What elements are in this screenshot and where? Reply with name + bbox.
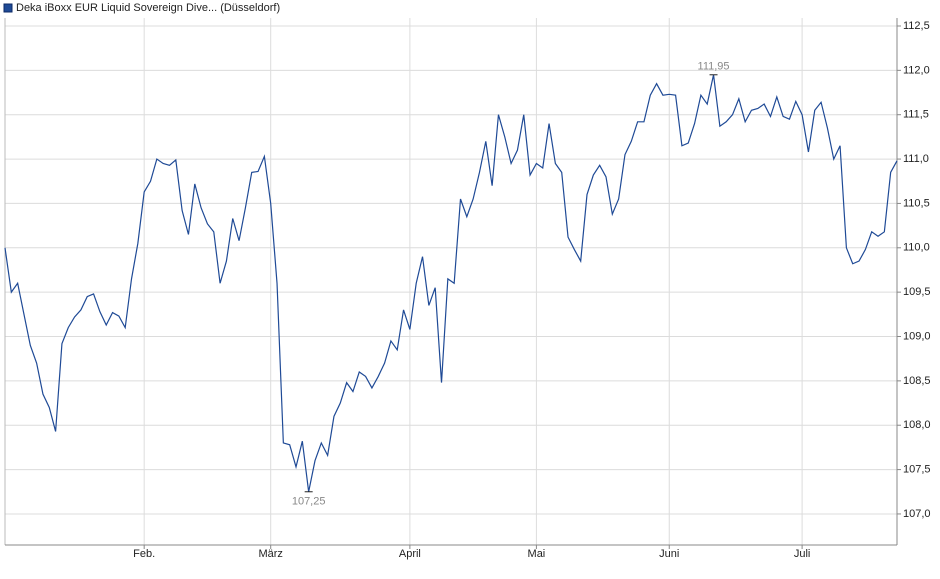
- y-tick-label: 110,5: [903, 197, 930, 209]
- x-tick-label: Mai: [528, 548, 546, 560]
- x-tick-label: Juni: [659, 548, 679, 560]
- value-label: 111,95: [698, 61, 730, 73]
- legend-label: Deka iBoxx EUR Liquid Sovereign Dive... …: [16, 2, 280, 14]
- y-tick-label: 112,0: [903, 64, 930, 76]
- x-tick-label: April: [399, 548, 421, 560]
- y-tick-label: 107,0: [903, 508, 931, 520]
- y-tick-label: 109,5: [903, 286, 931, 298]
- y-tick-label: 110,0: [903, 242, 930, 254]
- y-tick-label: 108,0: [903, 419, 931, 431]
- legend-swatch: [3, 3, 13, 13]
- x-tick-label: Feb.: [133, 548, 155, 560]
- y-tick-label: 111,5: [903, 109, 929, 121]
- y-tick-label: 107,5: [903, 463, 931, 475]
- y-tick-label: 111,0: [903, 153, 929, 165]
- y-tick-label: 112,5: [903, 20, 930, 32]
- price-line: [4, 74, 898, 492]
- x-tick-label: Juli: [794, 548, 811, 560]
- x-tick-label: März: [258, 548, 282, 560]
- value-label: 107,25: [292, 496, 326, 508]
- y-tick-label: 109,0: [903, 330, 931, 342]
- y-tick-label: 108,5: [903, 375, 931, 387]
